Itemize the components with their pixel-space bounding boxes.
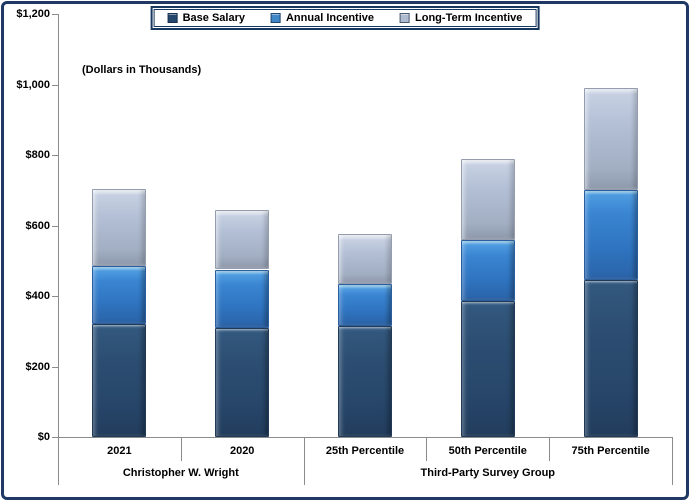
y-tick-mark <box>52 367 58 368</box>
y-tick-mark <box>52 85 58 86</box>
bar-segment-long-term-incentive <box>338 234 392 284</box>
bar-segment-annual-incentive <box>338 283 392 326</box>
long-term-incentive-swatch-icon <box>400 13 411 23</box>
bar-segment-long-term-incentive <box>215 209 270 270</box>
bar-segment-annual-incentive <box>92 266 147 325</box>
category-label: 2020 <box>229 445 255 457</box>
y-tick-mark <box>52 155 58 156</box>
bar-segment-long-term-incentive <box>460 158 515 240</box>
legend-label: Long-Term Incentive <box>415 12 523 24</box>
y-tick-mark <box>52 437 58 438</box>
legend-inner-box: Base Salary Annual Incentive Long-Term I… <box>153 9 537 27</box>
annual-incentive-swatch-icon <box>270 13 281 23</box>
bar-segment-annual-incentive <box>460 239 515 302</box>
bar-segment-long-term-incentive <box>92 188 147 267</box>
x-axis-line <box>58 437 673 438</box>
y-tick-label: $0 <box>37 431 50 443</box>
chart-legend: Base Salary Annual Incentive Long-Term I… <box>150 6 540 30</box>
y-tick-label: $400 <box>25 290 50 302</box>
y-tick-label: $1,000 <box>16 79 50 91</box>
axis-right-edge-line <box>672 437 673 485</box>
group-label: Third-Party Survey Group <box>420 467 556 479</box>
category-separator <box>549 437 550 461</box>
y-tick-label: $800 <box>25 149 50 161</box>
bar-segment-annual-incentive <box>215 269 270 328</box>
category-separator <box>426 437 427 461</box>
units-annotation: (Dollars in Thousands) <box>82 64 202 76</box>
y-tick-mark <box>52 14 58 15</box>
bar-segment-base-salary <box>215 327 270 437</box>
category-label: 25th Percentile <box>325 445 405 457</box>
category-label: 50th Percentile <box>448 445 527 457</box>
bar-segment-base-salary <box>338 326 392 437</box>
legend-item-base-salary: Base Salary <box>167 12 245 24</box>
y-tick-mark <box>52 226 58 227</box>
category-separator <box>181 437 182 461</box>
bar-segment-base-salary <box>460 301 515 437</box>
y-tick-label: $600 <box>25 220 50 232</box>
base-salary-swatch-icon <box>167 13 178 23</box>
bar-segment-annual-incentive <box>583 190 638 281</box>
category-label: 2021 <box>107 445 132 457</box>
bar-segment-base-salary <box>92 324 147 437</box>
legend-item-long-term-incentive: Long-Term Incentive <box>400 12 522 24</box>
category-label: 75th Percentile <box>571 445 650 457</box>
y-axis-line <box>58 14 59 485</box>
y-tick-label: $1,200 <box>16 8 50 20</box>
legend-item-annual-incentive: Annual Incentive <box>270 12 375 24</box>
group-label: Christopher W. Wright <box>122 467 239 479</box>
bar-segment-base-salary <box>583 280 638 437</box>
legend-label: Annual Incentive <box>285 12 375 24</box>
y-tick-mark <box>52 296 58 297</box>
category-separator <box>304 437 305 485</box>
legend-label: Base Salary <box>182 12 245 24</box>
y-tick-label: $200 <box>25 361 50 373</box>
bar-segment-long-term-incentive <box>583 88 638 191</box>
